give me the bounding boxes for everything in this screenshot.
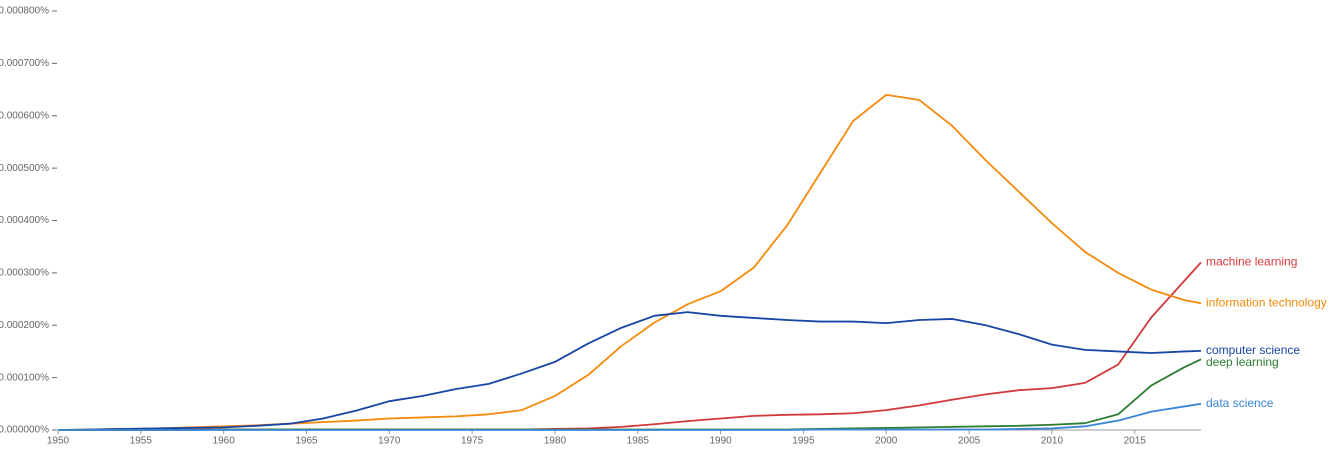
- y-tick-label: 0.000500%: [0, 163, 49, 174]
- series-line: [58, 261, 1202, 431]
- x-tick-label: 2010: [1041, 436, 1064, 447]
- series-line: [57, 93, 1202, 431]
- y-tick-label: 0.000300%: [0, 268, 49, 279]
- y-tick-label: 0.000000%: [0, 425, 49, 436]
- series-line: [57, 311, 1202, 431]
- legend-label: data science: [1206, 396, 1274, 410]
- x-tick-label: 1985: [627, 436, 650, 447]
- x-tick-label: 1965: [295, 436, 318, 447]
- x-tick-label: 1995: [792, 436, 815, 447]
- legend-label: machine learning: [1206, 255, 1297, 269]
- x-tick-label: 1960: [213, 436, 236, 447]
- legend-label: computer science: [1206, 343, 1300, 357]
- x-tick-label: 1950: [47, 436, 70, 447]
- x-tick-label: 2015: [1124, 436, 1147, 447]
- x-tick-label: 1990: [709, 436, 732, 447]
- y-tick-label: 0.000200%: [0, 320, 49, 331]
- x-tick-label: 1980: [544, 436, 567, 447]
- y-tick-label: 0.000600%: [0, 110, 49, 121]
- y-tick-label: 0.000800%: [0, 6, 49, 17]
- y-tick-label: 0.000700%: [0, 58, 49, 69]
- series-line: [58, 358, 1202, 431]
- x-tick-label: 1970: [378, 436, 401, 447]
- x-tick-label: 1955: [130, 436, 153, 447]
- legend-label: information technology: [1206, 295, 1327, 309]
- y-tick-label: 0.000100%: [0, 372, 49, 383]
- y-tick-label: 0.000400%: [0, 215, 49, 226]
- x-tick-label: 2005: [958, 436, 981, 447]
- legend-label: deep learning: [1206, 355, 1279, 369]
- x-tick-label: 2000: [875, 436, 898, 447]
- series-line: [58, 402, 1202, 431]
- x-tick-label: 1975: [461, 436, 484, 447]
